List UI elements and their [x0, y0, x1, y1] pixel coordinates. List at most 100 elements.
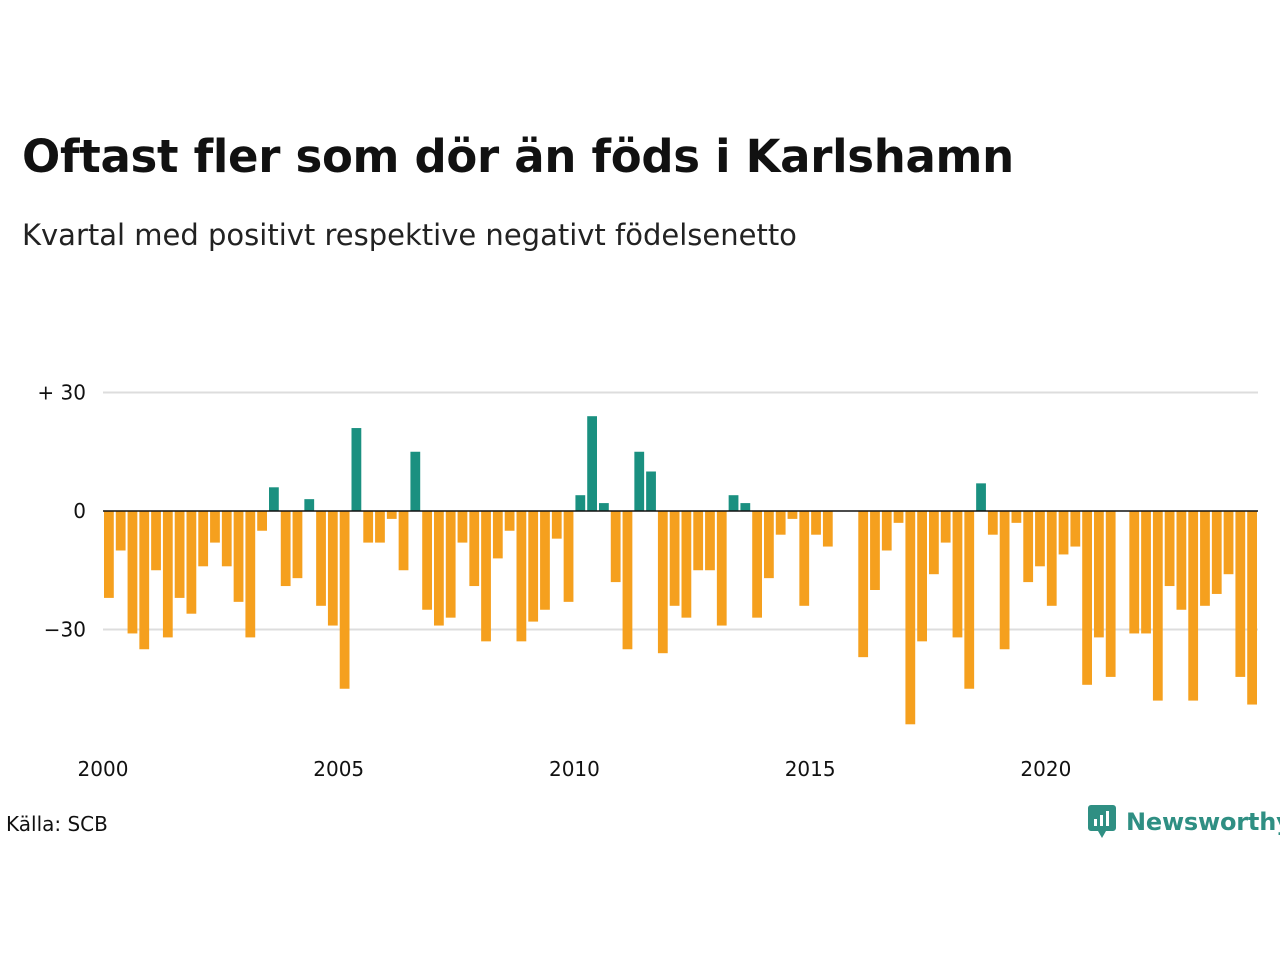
negative-bar [115, 511, 126, 551]
negative-bar [1152, 511, 1163, 701]
negative-bar [1247, 511, 1257, 705]
positive-bar [575, 495, 586, 511]
x-tick-label: 2015 [785, 757, 836, 781]
negative-bar [210, 511, 220, 543]
negative-bar [186, 511, 197, 614]
negative-bar [870, 511, 880, 590]
negative-bar [1011, 511, 1022, 523]
negative-bar [610, 511, 621, 583]
negative-bar [905, 511, 916, 725]
negative-bar [1094, 511, 1104, 638]
negative-bar [1176, 511, 1187, 610]
positive-bar [728, 495, 739, 511]
negative-bar [292, 511, 303, 579]
negative-bar [162, 511, 173, 638]
negative-bar [422, 511, 432, 610]
negative-bar [233, 511, 244, 602]
negative-bar [657, 511, 668, 654]
negative-bar [1070, 511, 1081, 547]
negative-bar [127, 511, 138, 634]
negative-bar [787, 511, 798, 519]
negative-bar [811, 511, 821, 535]
negative-bar [492, 511, 503, 559]
x-tick-label: 2005 [313, 757, 364, 781]
negative-bar [434, 511, 444, 626]
negative-bar [528, 511, 539, 622]
chart-title: Oftast fler som dör än föds i Karlshamn [22, 130, 1014, 183]
negative-bar [516, 511, 527, 642]
chart-subtitle: Kvartal med positivt respektive negativt… [22, 218, 797, 252]
negative-bar [881, 511, 892, 551]
negative-bar [1141, 511, 1151, 634]
negative-bar [693, 511, 704, 571]
negative-bar [151, 511, 161, 571]
negative-bar [104, 511, 114, 598]
negative-bar [1082, 511, 1092, 685]
newsworthy-logo-icon [1088, 805, 1116, 838]
negative-bar [1211, 511, 1222, 594]
x-tick-label: 2000 [78, 757, 129, 781]
negative-bar [504, 511, 515, 531]
negative-bar [1223, 511, 1234, 575]
negative-bar [386, 511, 397, 519]
negative-bar [799, 511, 810, 606]
negative-bar [987, 511, 998, 535]
negative-bar [622, 511, 633, 650]
negative-bar [681, 511, 692, 618]
negative-bar [551, 511, 562, 539]
positive-bar [587, 416, 597, 511]
brand-logo: Newsworthy [1088, 804, 1280, 840]
x-tick-label: 2010 [549, 757, 600, 781]
negative-bar [174, 511, 185, 598]
negative-bar [917, 511, 927, 642]
negative-bar [940, 511, 951, 543]
negative-bar [893, 511, 904, 523]
negative-bar [999, 511, 1010, 650]
negative-bar [316, 511, 326, 606]
negative-bar [375, 511, 385, 543]
positive-bar [740, 503, 751, 511]
negative-bar [563, 511, 574, 602]
positive-bar [599, 503, 609, 511]
positive-bar [410, 451, 421, 511]
negative-bar [1235, 511, 1246, 677]
negative-bar [398, 511, 409, 571]
positive-bar [351, 428, 362, 511]
negative-bar [929, 511, 939, 575]
positive-bar [304, 499, 315, 511]
y-tick-label: 0 [73, 499, 86, 523]
positive-bar [269, 487, 279, 511]
negative-bar [964, 511, 975, 689]
negative-bar [775, 511, 786, 535]
negative-bar [858, 511, 869, 658]
negative-bar [245, 511, 256, 638]
negative-bar [1058, 511, 1069, 555]
source-note: Källa: SCB [6, 812, 108, 836]
negative-bar [716, 511, 727, 626]
x-tick-label: 2020 [1020, 757, 1071, 781]
negative-bar [257, 511, 267, 531]
negative-bar [669, 511, 680, 606]
negative-bar [481, 511, 491, 642]
negative-bar [363, 511, 374, 543]
negative-bar [1188, 511, 1199, 701]
negative-bar [952, 511, 963, 638]
negative-bar [1046, 511, 1057, 606]
negative-bar [327, 511, 338, 626]
negative-bar [752, 511, 762, 618]
negative-bar [540, 511, 550, 610]
negative-bar [705, 511, 715, 571]
positive-bar [646, 471, 656, 511]
negative-bar [1023, 511, 1034, 583]
negative-bar [1164, 511, 1175, 587]
y-tick-label: −30 [44, 618, 86, 642]
negative-bar [445, 511, 456, 618]
negative-bar [339, 511, 350, 689]
negative-bar [469, 511, 480, 587]
negative-bar [1035, 511, 1045, 567]
negative-bar [1105, 511, 1116, 677]
negative-bar [280, 511, 291, 587]
y-tick-label: + 30 [37, 381, 86, 405]
positive-bar [976, 483, 986, 511]
brand-name: Newsworthy [1126, 808, 1280, 836]
